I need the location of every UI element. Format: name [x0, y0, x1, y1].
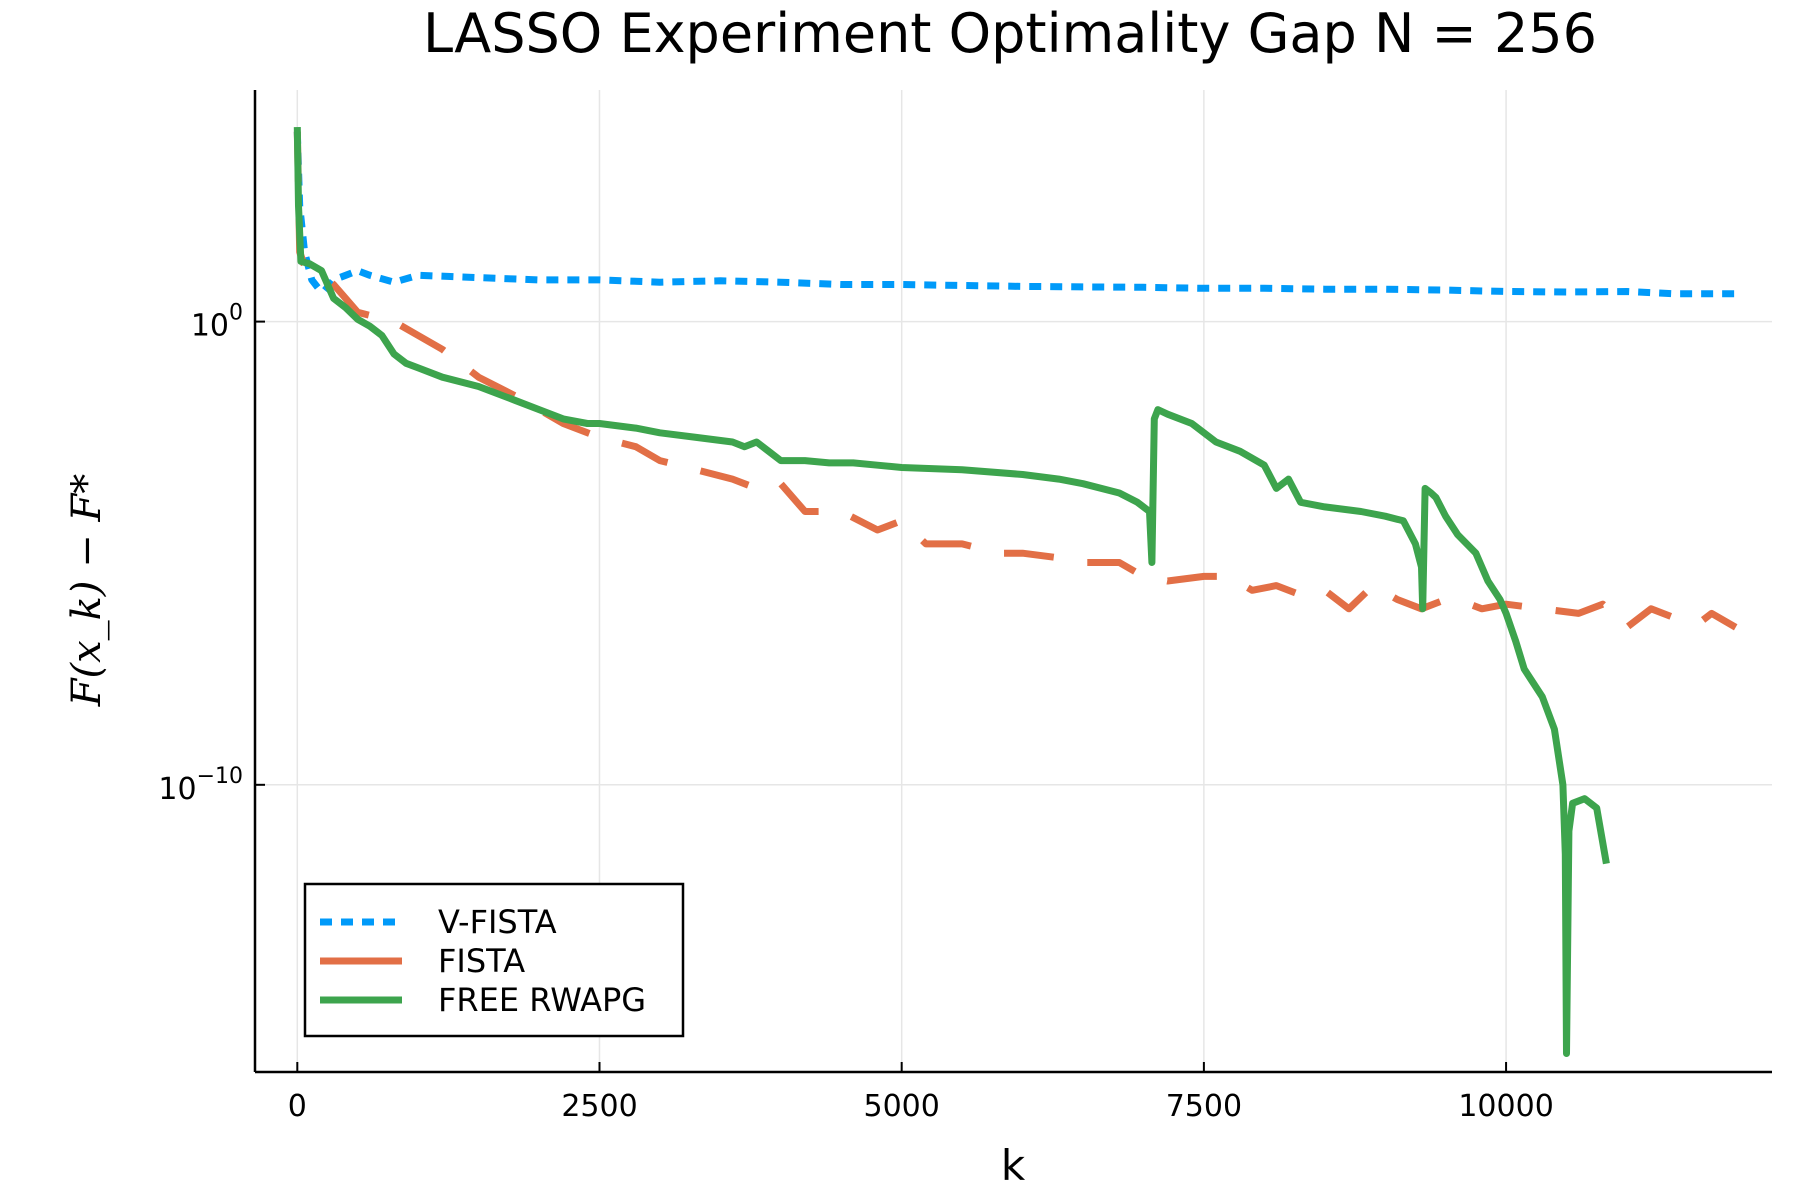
series-line — [293, 131, 1736, 298]
series-v-fista — [293, 131, 1736, 298]
chart-title: LASSO Experiment Optimality Gap N = 256 — [423, 2, 1597, 65]
series-free-rwapg — [293, 127, 1610, 1057]
y-tick-base: 10 — [158, 772, 196, 807]
y-tick-exponent: 0 — [229, 301, 243, 326]
grid-layer — [255, 90, 1772, 1072]
series-layer — [293, 127, 1738, 1057]
x-tick-label: 10000 — [1458, 1089, 1553, 1124]
y-tick-label: 10−10 — [158, 764, 243, 807]
series-line — [293, 127, 1610, 1057]
x-tick-label: 5000 — [864, 1089, 940, 1124]
y-tick-label: 100 — [191, 301, 243, 344]
x-ticks: 0 2500 5000 7500 10000 — [288, 1062, 1554, 1124]
legend-label: V-FISTA — [438, 903, 557, 941]
x-tick-label: 0 — [288, 1089, 307, 1124]
legend-label: FISTA — [438, 942, 525, 980]
series-line — [293, 131, 1738, 631]
y-axis-label: F(x_k) − F* — [64, 474, 110, 707]
x-tick-label: 7500 — [1166, 1089, 1242, 1124]
y-tick-exponent: −10 — [197, 764, 243, 789]
legend-label: FREE RWAPG — [438, 981, 646, 1019]
x-axis-label: k — [1001, 1141, 1026, 1190]
x-tick-label: 2500 — [561, 1089, 637, 1124]
series-fista — [293, 131, 1738, 631]
y-tick-base: 10 — [191, 309, 229, 344]
